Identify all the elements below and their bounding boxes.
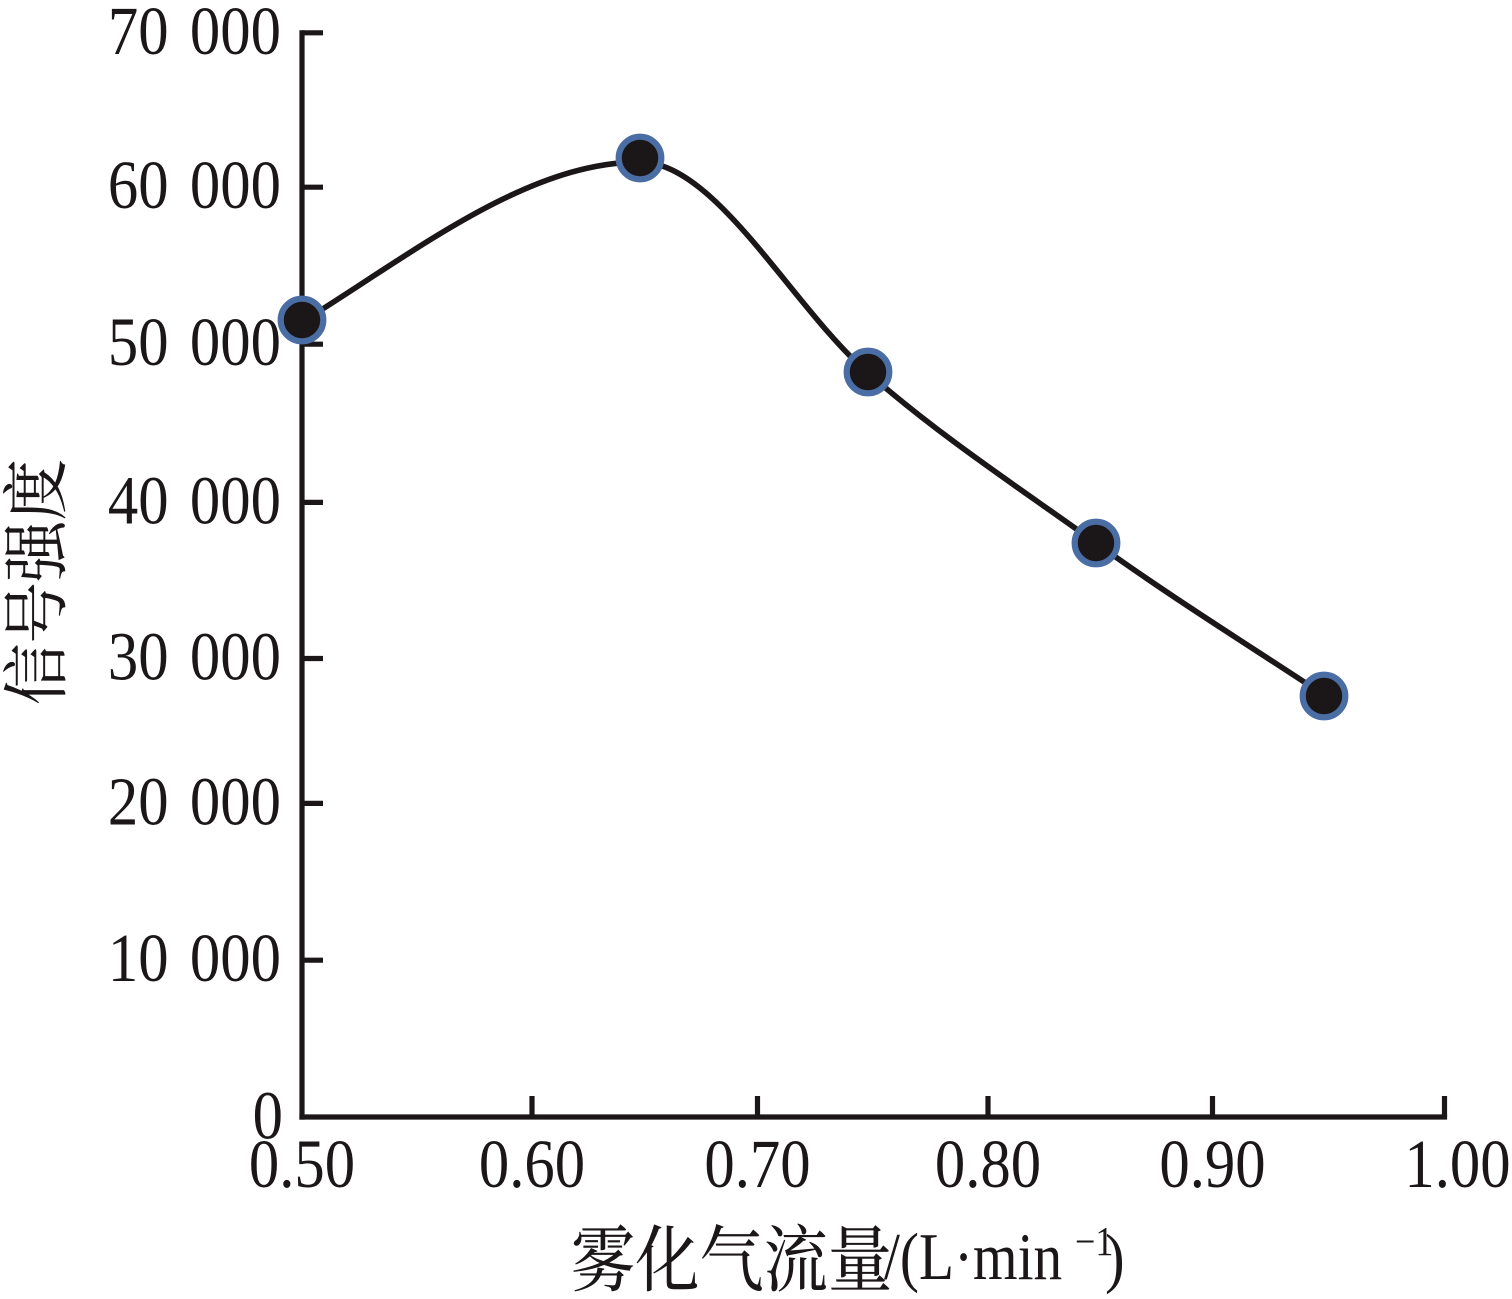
- svg-text:0.80: 0.80: [935, 1126, 1041, 1202]
- svg-text:0.60: 0.60: [479, 1126, 585, 1202]
- svg-text:0: 0: [253, 1078, 283, 1154]
- svg-text:20 000: 20 000: [108, 764, 281, 840]
- svg-text:60 000: 60 000: [108, 148, 281, 224]
- svg-text:30 000: 30 000: [108, 619, 281, 695]
- svg-text:70 000: 70 000: [108, 0, 281, 70]
- svg-text:0.70: 0.70: [704, 1126, 810, 1202]
- svg-text:40 000: 40 000: [108, 463, 281, 539]
- svg-text:): ): [1105, 1221, 1125, 1295]
- svg-text:10 000: 10 000: [108, 921, 281, 997]
- svg-text:/(L·min: /(L·min: [884, 1220, 1062, 1294]
- svg-text:50 000: 50 000: [108, 305, 281, 381]
- svg-text:1.00: 1.00: [1404, 1126, 1510, 1202]
- svg-text:0.50: 0.50: [249, 1126, 355, 1202]
- svg-text:0.90: 0.90: [1159, 1126, 1265, 1202]
- svg-text:−1: −1: [1075, 1220, 1113, 1265]
